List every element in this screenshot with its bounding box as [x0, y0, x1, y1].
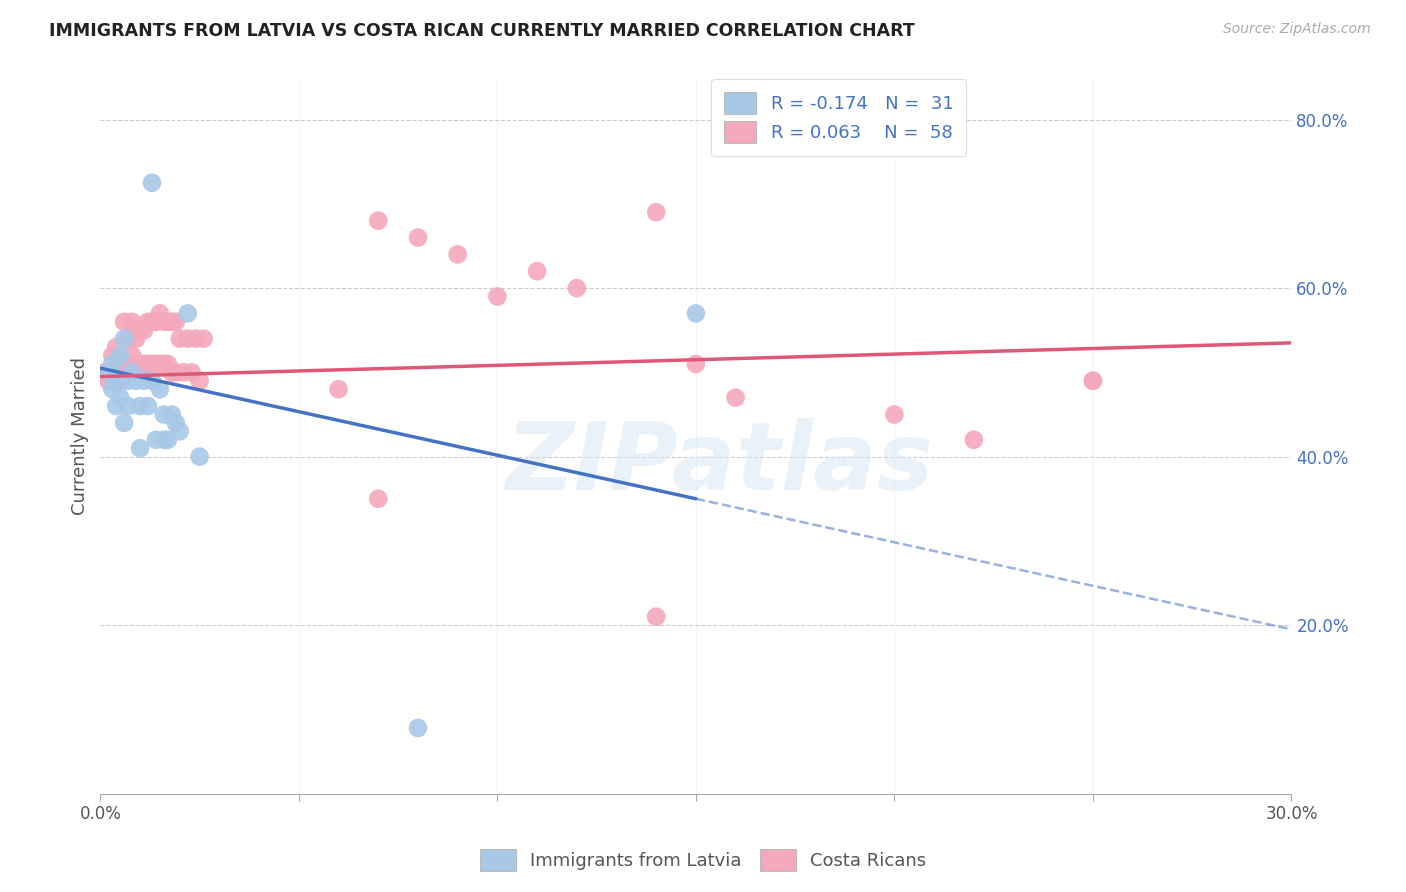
Point: [176, 306, 198, 320]
Point: [165, 365, 187, 379]
Point: [153, 408, 176, 422]
Point: [129, 323, 152, 337]
Point: [108, 349, 131, 363]
Point: [188, 374, 211, 388]
Point: [101, 357, 124, 371]
Point: [645, 205, 668, 219]
Point: [97, 374, 120, 388]
Point: [193, 332, 215, 346]
Point: [93, 365, 115, 379]
Point: [117, 399, 139, 413]
Point: [129, 357, 152, 371]
Point: [136, 357, 159, 371]
Y-axis label: Currently Married: Currently Married: [72, 357, 89, 515]
Point: [141, 357, 163, 371]
Point: [156, 433, 179, 447]
Point: [145, 433, 167, 447]
Point: [153, 357, 176, 371]
Point: [112, 315, 135, 329]
Point: [447, 247, 470, 261]
Point: [149, 306, 172, 320]
Point: [149, 382, 172, 396]
Point: [685, 306, 707, 320]
Point: [173, 365, 195, 379]
Point: [141, 315, 163, 329]
Point: [136, 315, 159, 329]
Point: [406, 230, 429, 244]
Point: [176, 332, 198, 346]
Point: [883, 408, 905, 422]
Point: [565, 281, 588, 295]
Point: [125, 365, 148, 379]
Point: [108, 391, 131, 405]
Point: [136, 399, 159, 413]
Point: [121, 365, 143, 379]
Point: [169, 332, 191, 346]
Point: [132, 374, 155, 388]
Point: [132, 323, 155, 337]
Point: [367, 213, 389, 227]
Point: [101, 382, 124, 396]
Point: [685, 357, 707, 371]
Point: [117, 374, 139, 388]
Point: [141, 176, 163, 190]
Legend: R = -0.174   N =  31, R = 0.063    N =  58: R = -0.174 N = 31, R = 0.063 N = 58: [711, 79, 966, 156]
Point: [117, 357, 139, 371]
Point: [132, 357, 155, 371]
Point: [169, 425, 191, 439]
Text: Source: ZipAtlas.com: Source: ZipAtlas.com: [1223, 22, 1371, 37]
Point: [112, 416, 135, 430]
Point: [645, 609, 668, 624]
Point: [129, 399, 152, 413]
Point: [145, 315, 167, 329]
Point: [184, 332, 207, 346]
Text: IMMIGRANTS FROM LATVIA VS COSTA RICAN CURRENTLY MARRIED CORRELATION CHART: IMMIGRANTS FROM LATVIA VS COSTA RICAN CU…: [49, 22, 915, 40]
Point: [149, 357, 172, 371]
Point: [121, 315, 143, 329]
Point: [180, 365, 202, 379]
Text: ZIPatlas: ZIPatlas: [506, 418, 934, 510]
Point: [160, 315, 183, 329]
Point: [1081, 374, 1104, 388]
Point: [112, 365, 135, 379]
Point: [165, 315, 187, 329]
Point: [141, 374, 163, 388]
Point: [1081, 374, 1104, 388]
Point: [165, 416, 187, 430]
Point: [97, 365, 120, 379]
Point: [145, 357, 167, 371]
Point: [153, 315, 176, 329]
Point: [105, 340, 128, 354]
Point: [121, 349, 143, 363]
Point: [129, 441, 152, 455]
Legend: Immigrants from Latvia, Costa Ricans: Immigrants from Latvia, Costa Ricans: [472, 842, 934, 879]
Point: [156, 357, 179, 371]
Point: [486, 289, 509, 303]
Point: [125, 332, 148, 346]
Point: [153, 433, 176, 447]
Point: [963, 433, 986, 447]
Point: [160, 408, 183, 422]
Point: [188, 450, 211, 464]
Point: [105, 374, 128, 388]
Point: [108, 374, 131, 388]
Point: [160, 365, 183, 379]
Point: [125, 374, 148, 388]
Point: [406, 721, 429, 735]
Point: [724, 391, 747, 405]
Point: [367, 491, 389, 506]
Point: [112, 332, 135, 346]
Point: [328, 382, 350, 396]
Point: [526, 264, 548, 278]
Point: [105, 399, 128, 413]
Point: [108, 357, 131, 371]
Point: [101, 349, 124, 363]
Point: [117, 332, 139, 346]
Point: [101, 365, 124, 379]
Point: [156, 315, 179, 329]
